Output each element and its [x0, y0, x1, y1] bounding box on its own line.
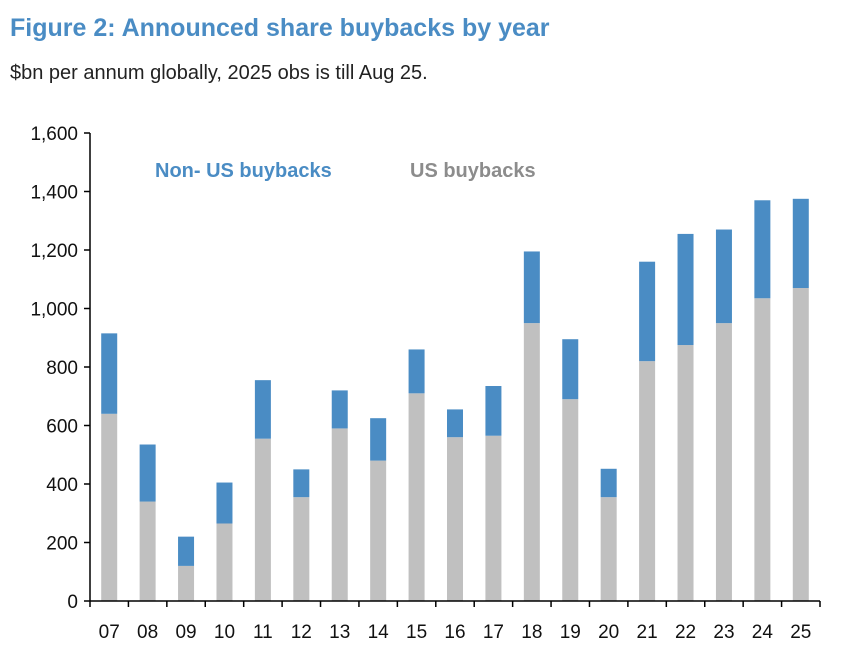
bar-non-us-09: [178, 536, 195, 566]
bar-non-us-14: [370, 418, 387, 461]
x-tick-label: 24: [752, 622, 774, 643]
bar-non-us-20: [600, 468, 617, 498]
bar-us-15: [408, 393, 425, 601]
bar-us-12: [293, 497, 310, 601]
bar-us-07: [101, 413, 118, 601]
bar-non-us-25: [792, 198, 809, 289]
bar-us-20: [600, 497, 617, 601]
x-tick-label: 18: [521, 622, 542, 643]
y-tick-label: 600: [46, 417, 78, 438]
axes-group: 0 200 400 600 800 1,000 1,200 1,400 1,600 07 08 09 1…: [30, 124, 821, 643]
x-tick-label: 07: [99, 622, 120, 643]
bar-us-11: [254, 438, 271, 601]
x-tick-label: 09: [175, 622, 196, 643]
bar-us-21: [639, 361, 656, 601]
bar-us-19: [562, 399, 579, 601]
y-tick-label: 1,000: [30, 300, 78, 321]
x-tick-label: 10: [214, 622, 235, 643]
bar-non-us-10: [216, 482, 233, 524]
y-tick-label: 800: [46, 358, 78, 379]
x-tick-label: 08: [137, 622, 158, 643]
x-tick-label: 19: [560, 622, 581, 643]
x-tick-label: 21: [637, 622, 658, 643]
x-tick-label: 11: [253, 622, 273, 643]
x-tick-label: 15: [406, 622, 427, 643]
x-tick-label: 22: [675, 622, 696, 643]
bar-non-us-07: [101, 333, 118, 414]
x-tick-label: 14: [368, 622, 390, 643]
y-tick-label: 0: [67, 592, 78, 613]
legend-label-us: US buybacks: [410, 160, 536, 182]
bar-non-us-24: [754, 200, 771, 299]
bar-us-10: [216, 523, 233, 601]
bar-non-us-15: [408, 349, 425, 394]
bar-us-08: [139, 501, 156, 601]
bar-us-14: [370, 460, 387, 601]
bar-us-18: [523, 323, 540, 602]
bar-non-us-23: [715, 229, 732, 324]
bar-non-us-13: [331, 390, 348, 429]
y-tick-label: 200: [46, 534, 78, 555]
bar-non-us-18: [523, 251, 540, 324]
x-tick-label: 13: [329, 622, 350, 643]
chart-title: Figure 2: Announced share buybacks by ye…: [10, 14, 550, 42]
bar-us-09: [178, 565, 195, 601]
bar-non-us-21: [639, 261, 656, 362]
legend-label-non-us: Non- US buybacks: [155, 160, 332, 182]
bar-non-us-12: [293, 469, 310, 498]
bar-non-us-08: [139, 444, 156, 502]
bar-us-23: [715, 323, 732, 602]
y-tick-label: 400: [46, 475, 78, 496]
x-tick-label: 25: [790, 622, 811, 643]
bar-us-25: [792, 288, 809, 601]
x-tick-label: 17: [483, 622, 504, 643]
y-tick-label: 1,200: [30, 241, 78, 262]
bar-non-us-17: [485, 386, 502, 436]
bar-non-us-19: [562, 339, 579, 400]
bar-us-22: [677, 345, 694, 601]
bars-group: [101, 198, 809, 602]
x-tick-label: 23: [713, 622, 734, 643]
bar-non-us-22: [677, 233, 694, 346]
x-tick-label: 20: [598, 622, 619, 643]
bar-us-17: [485, 435, 502, 601]
y-tick-label: 1,400: [30, 183, 78, 204]
bar-non-us-11: [254, 380, 271, 439]
bar-us-24: [754, 298, 771, 601]
bar-non-us-16: [447, 409, 463, 438]
chart-subtitle: $bn per annum globally, 2025 obs is till…: [10, 62, 428, 84]
bar-us-13: [331, 428, 348, 601]
x-tick-label: 16: [444, 622, 465, 643]
bar-us-16: [447, 437, 463, 601]
y-tick-label: 1,600: [30, 124, 78, 145]
x-tick-label: 12: [291, 622, 312, 643]
